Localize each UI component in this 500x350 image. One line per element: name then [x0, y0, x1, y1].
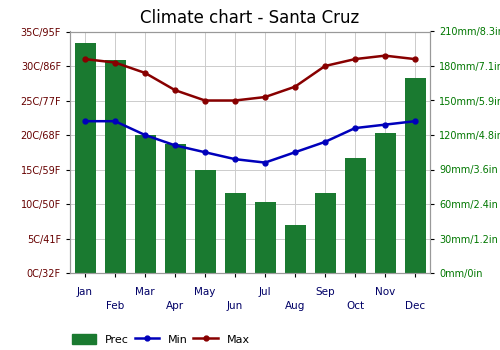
Text: May: May — [194, 287, 216, 297]
Bar — [104, 60, 126, 273]
Bar — [344, 158, 366, 273]
Bar — [404, 77, 425, 273]
Text: Feb: Feb — [106, 301, 124, 311]
Bar — [74, 43, 96, 273]
Bar — [164, 144, 186, 273]
Text: Jun: Jun — [227, 301, 243, 311]
Text: Jan: Jan — [77, 287, 93, 297]
Text: Nov: Nov — [375, 287, 395, 297]
Text: Aug: Aug — [285, 301, 305, 311]
Bar — [224, 193, 246, 273]
Bar — [374, 133, 396, 273]
Bar — [134, 135, 156, 273]
Text: Dec: Dec — [405, 301, 425, 311]
Title: Climate chart - Santa Cruz: Climate chart - Santa Cruz — [140, 9, 360, 27]
Text: Oct: Oct — [346, 301, 364, 311]
Legend: Prec, Min, Max: Prec, Min, Max — [72, 334, 250, 345]
Text: Apr: Apr — [166, 301, 184, 311]
Bar — [254, 202, 276, 273]
Bar — [314, 193, 336, 273]
Bar — [284, 225, 306, 273]
Text: Jul: Jul — [258, 287, 272, 297]
Text: Sep: Sep — [315, 287, 335, 297]
Text: Mar: Mar — [135, 287, 155, 297]
Bar — [194, 169, 216, 273]
